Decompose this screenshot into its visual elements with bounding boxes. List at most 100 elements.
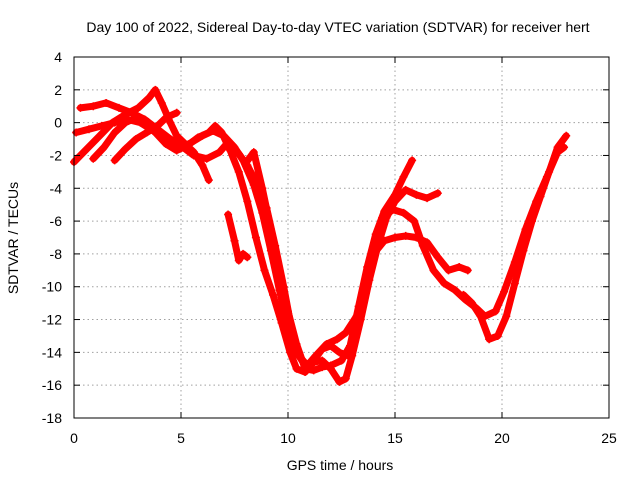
y-tick-label: 0 [54,115,62,131]
data-point [399,208,408,217]
data-point [318,363,327,372]
data-point [102,98,111,107]
data-point [410,217,419,226]
data-point [194,133,203,142]
data-point [251,233,260,242]
data-point [89,154,98,163]
series-layer [70,85,571,386]
data-point [166,118,175,127]
series-track-3 [72,115,569,370]
data-point [491,307,500,316]
data-point [230,236,239,245]
data-point [132,113,141,122]
data-point [198,161,207,170]
data-point [545,167,554,176]
data-point [277,318,286,327]
y-tick-label: 4 [54,49,62,65]
data-point [502,312,511,321]
series-trace [241,148,416,374]
data-point [391,190,399,199]
data-point [217,128,226,137]
data-point [335,348,344,357]
data-point [234,167,243,176]
data-point [134,103,143,112]
data-point [127,108,136,117]
data-point [326,341,335,350]
data-point [153,121,162,130]
data-point [202,154,211,163]
series-track-7 [241,148,417,375]
data-point [363,263,372,272]
data-point [399,172,408,181]
data-point [266,225,275,234]
data-point [335,377,344,386]
data-point [110,156,119,165]
data-point [326,361,335,370]
data-point [455,263,464,272]
data-point [309,366,318,375]
y-tick-label: 2 [54,82,62,98]
data-point [172,131,181,140]
data-point [423,194,432,203]
data-point [301,364,310,373]
data-point [226,146,235,155]
data-point [260,266,269,275]
x-axis-title: GPS time / hours [287,457,394,473]
data-point [243,197,252,206]
data-point [241,159,250,168]
series-track-4 [89,113,442,386]
data-point [110,128,119,137]
data-point [553,143,562,152]
data-point [440,279,449,288]
data-point [258,184,267,193]
data-point [234,256,243,265]
data-point [114,103,123,112]
x-tick-label: 10 [280,430,296,446]
data-point [536,192,545,201]
data-point [84,125,93,134]
data-point [408,156,417,165]
y-axis-title: SDTVAR / TECUs [5,182,21,294]
data-point [401,231,410,240]
data-point [97,121,106,130]
y-tick-label: -16 [42,377,62,393]
data-point [76,103,85,112]
data-point [309,358,318,367]
data-point [243,253,252,262]
y-tick-label: -10 [42,279,62,295]
y-tick-label: -12 [42,312,62,328]
data-point [463,266,472,275]
data-point [341,374,350,383]
data-point [412,190,421,199]
series-track-8 [459,131,571,344]
series-trace [460,132,570,343]
x-tick-label: 15 [387,430,403,446]
series-track-6 [224,210,252,265]
x-tick-label: 5 [177,430,185,446]
data-point [249,148,258,157]
data-point [172,108,181,117]
data-point [144,94,153,103]
data-point [450,286,459,295]
y-tick-label: -2 [50,147,63,163]
data-point [284,307,292,316]
data-point [157,98,166,107]
data-point [204,128,213,137]
data-point [89,102,98,111]
y-tick-label: -8 [50,246,63,262]
data-point [333,335,342,344]
data-point [172,146,181,155]
data-point [401,185,410,194]
data-point [485,335,494,344]
y-tick-label: -18 [42,410,62,426]
y-tick-label: -14 [42,344,62,360]
data-point [183,141,192,150]
data-point [269,290,278,299]
data-point [510,279,519,288]
data-point [211,121,220,130]
y-tick-label: -6 [50,213,63,229]
data-point [459,290,468,299]
data-point [429,266,438,275]
data-point [418,241,427,250]
